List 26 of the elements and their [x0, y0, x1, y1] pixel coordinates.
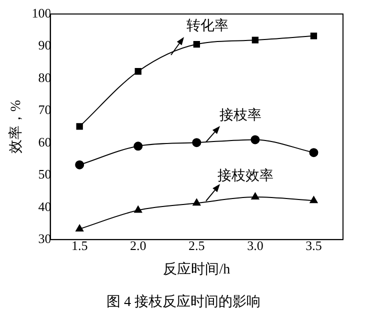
- point: [134, 142, 143, 151]
- y-axis-title: 效率，%: [8, 100, 24, 154]
- x-tick-label: 3.0: [247, 238, 264, 253]
- point: [310, 32, 318, 40]
- point: [76, 123, 83, 130]
- point: [134, 206, 142, 213]
- point: [75, 160, 84, 170]
- point: [192, 138, 202, 148]
- point: [251, 192, 260, 200]
- caption: 图 4 接枝反应时间的影响: [106, 293, 262, 311]
- point: [192, 198, 201, 206]
- series-label: 接枝效率: [218, 168, 274, 184]
- series-label: 接枝率: [220, 107, 262, 124]
- x-tick-label: 3.5: [306, 238, 322, 253]
- point: [193, 40, 200, 48]
- point: [309, 148, 318, 158]
- x-tick-label: 2.0: [130, 238, 146, 253]
- point: [134, 68, 142, 75]
- series-label: 转化率: [186, 18, 229, 34]
- x-axis-title: 反应时间/h: [163, 261, 230, 278]
- x-tick-label: 1.5: [71, 238, 88, 253]
- point: [76, 224, 84, 232]
- point: [250, 135, 260, 144]
- point: [252, 36, 259, 44]
- x-tick-label: 2.5: [188, 238, 205, 253]
- point: [310, 196, 318, 204]
